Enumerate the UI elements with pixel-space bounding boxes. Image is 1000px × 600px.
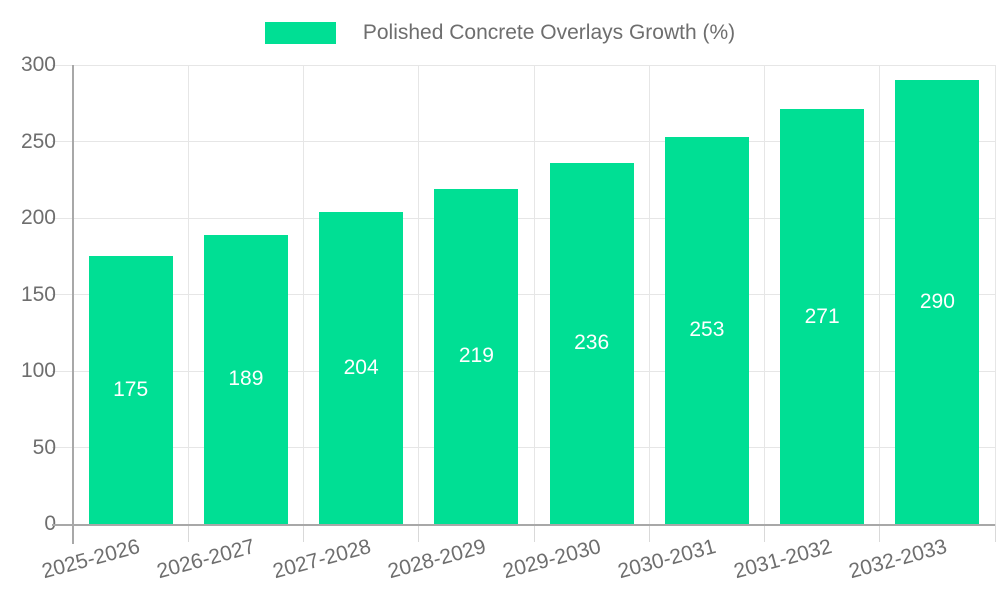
gridline-horizontal (52, 141, 995, 142)
gridline-vertical (187, 65, 189, 524)
bar[interactable]: 236 (549, 162, 634, 524)
legend-item[interactable]: Polished Concrete Overlays Growth (%) (0, 20, 1000, 46)
y-axis-tick-label: 250 (20, 129, 56, 153)
bar[interactable]: 189 (203, 234, 288, 524)
bar[interactable]: 175 (88, 256, 173, 524)
bar-value-label: 204 (343, 355, 379, 379)
x-axis-tick-label: 2029-2030 (500, 535, 604, 584)
x-axis-tick-mark (303, 524, 304, 542)
x-axis-tick-mark (994, 524, 996, 542)
x-axis-tick-mark (764, 524, 765, 542)
bar[interactable]: 219 (434, 188, 519, 524)
bar-value-label: 253 (689, 318, 725, 342)
y-axis-tick-label: 0 (44, 512, 56, 535)
y-axis-tick-label: 200 (20, 206, 56, 229)
y-axis-tick-label: 150 (20, 282, 56, 306)
gridline-vertical (764, 65, 765, 524)
gridline-vertical (533, 65, 535, 524)
x-axis-tick-label: 2031-2032 (731, 535, 835, 584)
x-axis-tick-label: 2030-2031 (615, 535, 719, 584)
gridline-horizontal (52, 64, 995, 66)
gridline-vertical (648, 65, 650, 524)
gridline-horizontal (52, 370, 995, 372)
gridline-horizontal (52, 447, 995, 448)
bar-value-label: 219 (458, 344, 494, 368)
bar[interactable]: 271 (780, 109, 865, 524)
bar[interactable]: 204 (319, 211, 404, 524)
gridline-vertical (418, 65, 420, 524)
x-axis-tick-label: 2025-2026 (39, 535, 143, 584)
x-axis-line (52, 524, 995, 526)
bar[interactable]: 253 (664, 136, 749, 524)
bar-value-label: 271 (804, 304, 840, 328)
bar-value-label: 290 (919, 290, 955, 314)
gridline-vertical (303, 65, 304, 524)
bar[interactable]: 290 (895, 80, 980, 524)
x-axis-tick-mark (187, 524, 189, 542)
x-axis-tick-label: 2026-2027 (154, 535, 258, 584)
x-axis-tick-mark (648, 524, 650, 542)
gridline-vertical (994, 65, 996, 524)
gridline-horizontal (52, 217, 995, 219)
x-axis-tick-mark (879, 524, 881, 542)
bar-value-label: 236 (574, 331, 610, 355)
y-axis-tick-label: 50 (32, 435, 56, 459)
legend-label: Polished Concrete Overlays Growth (%) (362, 21, 736, 44)
x-axis-tick-label: 2027-2028 (270, 535, 374, 584)
x-axis-tick-label: 2028-2029 (385, 535, 489, 584)
y-axis-tick-label: 300 (20, 53, 56, 76)
legend-swatch (264, 22, 336, 44)
x-axis-tick-label: 2032-2033 (846, 535, 950, 584)
gridline-vertical (879, 65, 881, 524)
bar-value-label: 189 (228, 367, 264, 391)
bar-value-label: 175 (113, 378, 149, 402)
y-axis-tick-label: 100 (20, 359, 56, 382)
gridline-horizontal (52, 294, 995, 295)
x-axis-tick-mark (533, 524, 535, 542)
y-axis-line (72, 65, 74, 544)
x-axis-tick-mark (418, 524, 420, 542)
